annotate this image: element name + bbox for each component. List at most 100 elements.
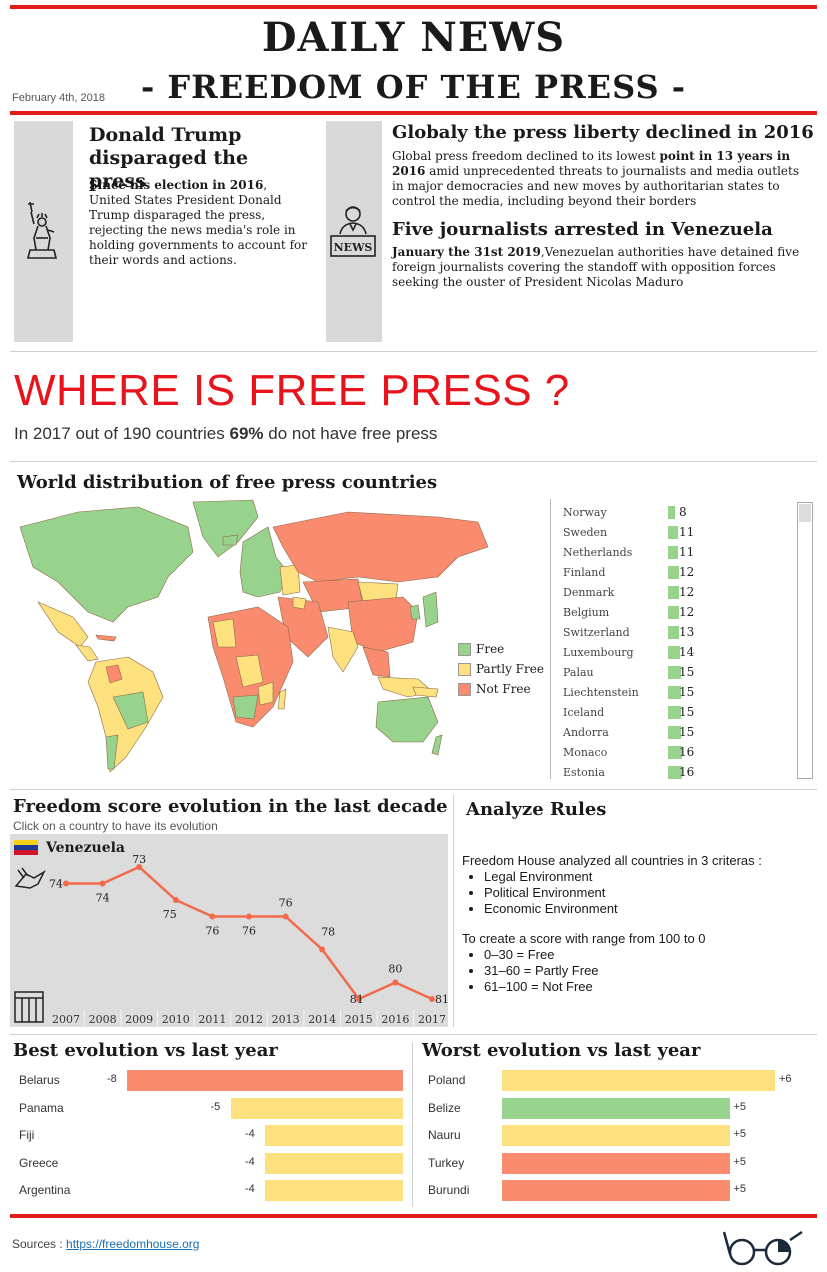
country-label: Nauru <box>428 1128 461 1142</box>
scale-item: 0–30 = Free <box>484 947 812 963</box>
ranking-bar <box>668 526 678 539</box>
data-label: 74 <box>96 892 110 905</box>
best-row[interactable]: Greece -4 <box>19 1152 405 1174</box>
divider <box>10 1034 817 1035</box>
ranking-bar <box>668 546 678 559</box>
ranking-row[interactable]: Denmark 12 <box>563 583 793 603</box>
data-point[interactable] <box>136 864 143 870</box>
ranking-row[interactable]: Palau 15 <box>563 663 793 683</box>
best-row[interactable]: Fiji -4 <box>19 1125 405 1146</box>
headline-stat: In 2017 out of 190 countries 69% do not … <box>14 424 437 444</box>
masthead-bottom-rule <box>10 111 817 115</box>
legend-partly-swatch <box>458 662 471 676</box>
story-venezuela-body: January the 31st 2019,Venezuelan authori… <box>392 245 812 290</box>
ranking-bar <box>668 726 681 739</box>
ranking-country: Belgium <box>563 606 610 619</box>
evolution-value: +6 <box>779 1073 792 1085</box>
ranking-score: 13 <box>679 625 695 639</box>
ranking-bar <box>668 666 681 679</box>
world-map[interactable] <box>18 497 538 783</box>
data-point[interactable] <box>392 979 399 986</box>
x-tick-label: 2007 <box>52 1013 80 1026</box>
ranking-row[interactable]: Finland 12 <box>563 563 793 583</box>
ranking-row[interactable]: Liechtenstein 15 <box>563 683 793 703</box>
legend-not-free: Not Free <box>458 682 531 696</box>
worst-row[interactable]: Turkey +5 <box>428 1152 818 1174</box>
footer-rule <box>10 1214 817 1218</box>
ranking-row[interactable]: Luxembourg 14 <box>563 643 793 663</box>
scrollbar-thumb[interactable] <box>799 504 811 522</box>
evolution-chart-panel[interactable]: Venezuela 74 74 73 75 76 76 76 78 81 80 81 2007 200… <box>10 834 449 1027</box>
story-global-body: Global press freedom declined to its low… <box>392 149 812 209</box>
data-point[interactable] <box>99 880 106 887</box>
sources: Sources : https://freedomhouse.org <box>12 1237 199 1251</box>
evolution-bar <box>230 1097 403 1119</box>
criteria-item: Legal Environment <box>484 869 812 885</box>
story-venezuela-text: ,Venezuelan authorities have detained fi… <box>392 245 800 289</box>
ranking-bar <box>668 686 681 699</box>
country-label: Belarus <box>19 1073 60 1087</box>
column-divider <box>453 795 454 1027</box>
evolution-subtitle: Click on a country to have its evolution <box>13 819 218 833</box>
worst-row[interactable]: Poland +6 <box>428 1070 818 1091</box>
data-label: 80 <box>388 963 402 976</box>
worst-row[interactable]: Burundi +5 <box>428 1180 818 1201</box>
evolution-value: -4 <box>245 1183 255 1195</box>
x-tick-label: 2009 <box>125 1013 153 1026</box>
data-point[interactable] <box>355 996 362 1002</box>
ranking-row[interactable]: Norway 8 <box>563 503 793 523</box>
ranking-row[interactable]: Netherlands 11 <box>563 543 793 563</box>
country-label: Fiji <box>19 1128 35 1142</box>
ranking-score: 8 <box>679 505 687 519</box>
ranking-country: Luxembourg <box>563 646 634 659</box>
worst-row[interactable]: Nauru +5 <box>428 1125 818 1146</box>
ranking-scrollbar[interactable] <box>797 502 813 779</box>
story-global-title: Globaly the press liberty declined in 20… <box>392 122 814 143</box>
chart-country-name: Venezuela <box>45 840 125 856</box>
ranking-bar <box>668 746 682 759</box>
data-point[interactable] <box>282 913 289 920</box>
data-label: 76 <box>242 925 256 938</box>
data-point[interactable] <box>172 897 179 903</box>
country-label: Argentina <box>19 1183 71 1197</box>
story-global-highlight: point in 13 years in 2016 <box>392 149 791 178</box>
ranking-row[interactable]: Monaco 16 <box>563 743 793 763</box>
x-tick-label: 2016 <box>381 1013 409 1026</box>
data-label: 78 <box>321 926 335 939</box>
best-row[interactable]: Belarus -8 <box>19 1070 405 1091</box>
ranking-score: 16 <box>679 745 695 759</box>
story-sidebar-2 <box>326 121 382 342</box>
criteria-item: Economic Environment <box>484 901 812 917</box>
data-point[interactable] <box>209 913 216 920</box>
data-point[interactable] <box>319 946 326 953</box>
worst-row[interactable]: Belize +5 <box>428 1097 818 1119</box>
data-label: 76 <box>205 925 219 938</box>
ranking-row[interactable]: Iceland 15 <box>563 703 793 723</box>
data-point[interactable] <box>246 913 252 920</box>
best-row[interactable]: Argentina -4 <box>19 1180 405 1201</box>
author-logo <box>722 1228 806 1272</box>
ranking-row[interactable]: Andorra 15 <box>563 723 793 743</box>
x-tick-label: 2017 <box>418 1013 446 1026</box>
ranking-score: 15 <box>679 705 695 719</box>
ranking-row[interactable]: Switzerland 13 <box>563 623 793 643</box>
ranking-bar <box>668 706 681 719</box>
legend-notfree-swatch <box>458 682 471 696</box>
sources-link[interactable]: https://freedomhouse.org <box>66 1237 200 1251</box>
headline-title: WHERE IS FREE PRESS ? <box>14 366 570 415</box>
data-point[interactable] <box>63 880 69 887</box>
ranking-row[interactable]: Estonia 16 <box>563 763 793 783</box>
ranking-row[interactable]: Belgium 12 <box>563 603 793 623</box>
evolution-bar <box>265 1125 403 1146</box>
evolution-value: +5 <box>733 1183 747 1195</box>
stat-text-1: In 2017 out of 190 countries <box>14 424 230 443</box>
story-sidebar <box>14 121 73 342</box>
ranking-row[interactable]: Sweden 11 <box>563 523 793 543</box>
evolution-bar <box>265 1152 403 1174</box>
data-point[interactable] <box>429 996 435 1002</box>
data-label: 75 <box>163 908 177 921</box>
ranking-country: Switzerland <box>563 626 630 639</box>
evolution-chart: Venezuela 74 74 73 75 76 76 76 78 81 80 81 2007 200… <box>14 840 449 1027</box>
best-row[interactable]: Panama -5 <box>19 1097 405 1119</box>
ranking-bar <box>668 626 679 639</box>
